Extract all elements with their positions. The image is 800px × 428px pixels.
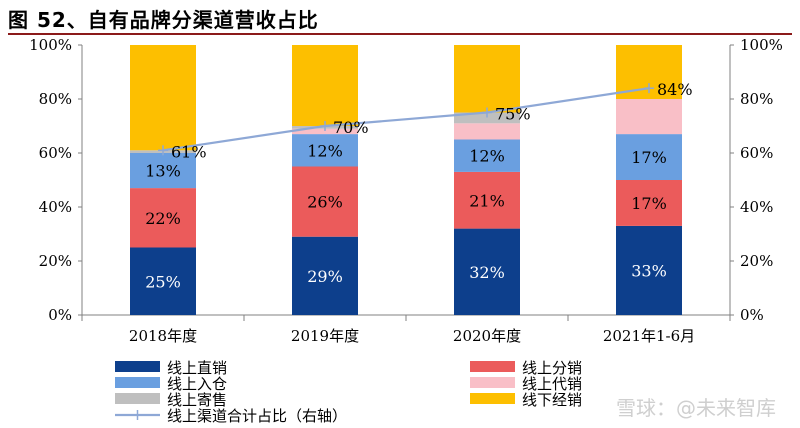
bar-segment	[616, 134, 682, 180]
left-tick-label: 100%	[29, 36, 72, 54]
right-tick-label: 40%	[740, 198, 773, 216]
x-tick-label: 2021年1-6月	[603, 327, 695, 345]
left-tick-label: 60%	[39, 144, 72, 162]
bar-data-label: 32%	[469, 263, 505, 282]
bar-data-label: 22%	[145, 209, 181, 228]
figure-title: 图 52、自有品牌分渠道营收占比	[8, 8, 319, 32]
bar-segment	[130, 153, 196, 189]
right-tick-label: 20%	[740, 252, 773, 270]
line-data-label: 84%	[657, 80, 693, 99]
bar-data-label: 13%	[145, 162, 181, 181]
left-tick-label: 20%	[39, 252, 72, 270]
legend-swatch	[115, 377, 160, 388]
legend-label: 线上入仓	[167, 375, 227, 393]
line-data-label: 70%	[333, 118, 369, 137]
bar-segment	[130, 45, 196, 151]
x-tick-label: 2019年度	[291, 327, 359, 345]
bar-segment	[130, 188, 196, 248]
bar-segment	[616, 180, 682, 226]
bar-segment	[454, 112, 520, 124]
legend-swatch	[115, 361, 160, 372]
title-rule	[8, 33, 792, 35]
bar-segment	[616, 225, 682, 315]
legend-label: 线上渠道合计占比（右轴）	[167, 407, 347, 425]
bar-data-label: 33%	[631, 261, 667, 280]
bar-data-label: 29%	[307, 267, 343, 286]
right-tick-label: 60%	[740, 144, 773, 162]
bar-segment	[292, 236, 358, 315]
bar-data-label: 26%	[307, 193, 343, 212]
bar-data-label: 17%	[631, 148, 667, 167]
legend-label: 线上分销	[522, 359, 582, 377]
legend-swatch	[470, 377, 515, 388]
left-tick-label: 40%	[39, 198, 72, 216]
bar-data-label: 12%	[307, 141, 343, 160]
bar-segment	[454, 228, 520, 315]
bar-segment	[454, 171, 520, 229]
bar-data-label: 25%	[145, 272, 181, 291]
bar-data-label: 12%	[469, 147, 505, 166]
bar-segment	[616, 99, 682, 135]
left-tick-label: 80%	[39, 90, 72, 108]
legend-swatch	[115, 393, 160, 404]
bar-segment	[454, 139, 520, 172]
bar-segment	[292, 128, 358, 135]
line-data-label: 61%	[171, 142, 207, 161]
bar-data-label: 21%	[469, 191, 505, 210]
bar-segment	[130, 247, 196, 315]
x-tick-label: 2020年度	[453, 327, 521, 345]
right-tick-label: 100%	[740, 36, 783, 54]
legend-label: 线上寄售	[167, 391, 227, 409]
watermark: 雪球：@未来智库	[616, 396, 776, 420]
bar-segment	[292, 45, 358, 126]
left-tick-label: 0%	[48, 306, 72, 324]
bar-segment	[454, 45, 520, 113]
legend-label: 线下经销	[522, 391, 582, 409]
legend-swatch	[470, 393, 515, 404]
legend-label: 线上直销	[167, 359, 227, 377]
bar-segment	[292, 166, 358, 237]
legend-swatch	[470, 361, 515, 372]
legend-label: 线上代销	[522, 375, 582, 393]
line-series	[162, 87, 650, 152]
bar-segment	[454, 123, 520, 140]
x-tick-label: 2018年度	[129, 327, 197, 345]
right-tick-label: 0%	[740, 306, 764, 324]
bar-data-label: 17%	[631, 194, 667, 213]
line-data-label: 75%	[495, 105, 531, 124]
bar-segment	[292, 134, 358, 167]
right-tick-label: 80%	[740, 90, 773, 108]
